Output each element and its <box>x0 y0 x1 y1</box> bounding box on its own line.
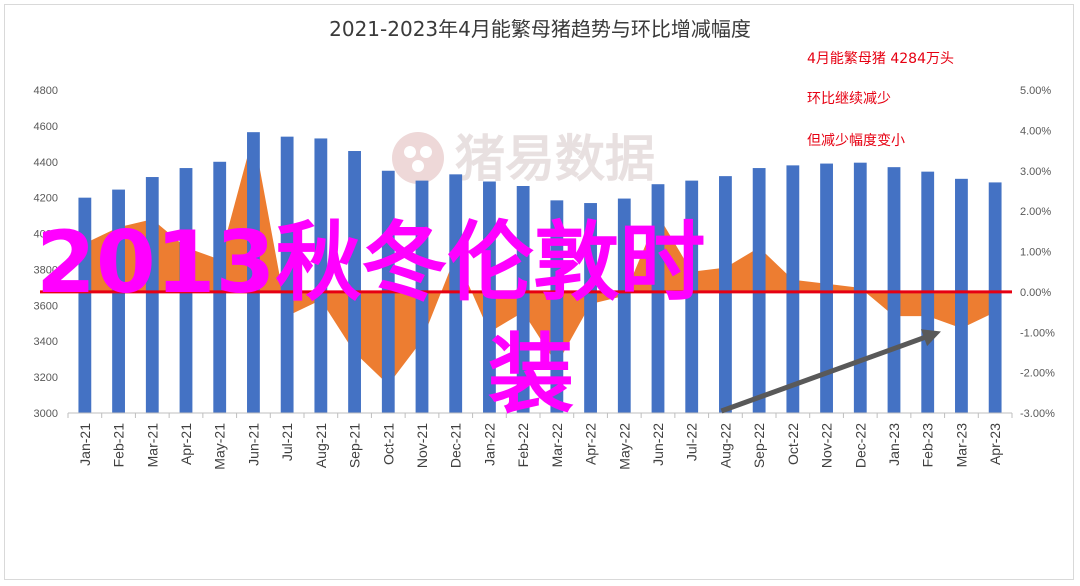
x-tick-label: Mar-23 <box>953 423 969 468</box>
y-right-tick-label: 4.00% <box>1020 125 1051 137</box>
bar <box>516 186 530 413</box>
bar <box>314 138 328 413</box>
bar <box>449 174 463 413</box>
watermark-logo-dot <box>404 146 416 158</box>
overlay-text-line1: 2013秋冬伦敦时 <box>36 213 705 313</box>
x-tick-label: Apr-23 <box>987 423 1003 465</box>
x-tick-label: Jan-23 <box>886 423 902 466</box>
trend-arrow-head <box>920 329 941 347</box>
bar <box>112 189 125 413</box>
x-tick-label: Sep-22 <box>751 423 767 468</box>
bar <box>988 182 1002 413</box>
bar <box>78 197 92 413</box>
x-tick-label: Feb-22 <box>515 423 531 468</box>
y-right-tick-label: 1.00% <box>1020 247 1051 259</box>
x-tick-label: Jun-22 <box>650 423 666 466</box>
chart-title: 2021-2023年4月能繁母猪趋势与环比增减幅度 <box>329 17 751 41</box>
bar <box>955 178 968 413</box>
chart-frame <box>4 4 1074 580</box>
x-tick-label: Mar-21 <box>144 423 160 468</box>
x-tick-label: Nov-21 <box>414 423 430 468</box>
bar <box>887 167 901 413</box>
x-tick-label: Jan-22 <box>481 423 497 466</box>
y-right-tick-label: -3.00% <box>1020 408 1055 420</box>
watermark: 猪易数据 <box>392 130 655 188</box>
x-tick-label: May-22 <box>616 423 632 470</box>
x-tick-label: Jul-22 <box>684 423 700 461</box>
x-tick-label: Sep-21 <box>347 423 363 468</box>
y-left-tick-label: 4400 <box>34 157 58 169</box>
bar <box>348 151 361 413</box>
annotation-3: 但减少幅度变小 <box>807 133 905 149</box>
x-tick-label: Oct-21 <box>380 423 396 465</box>
x-tick-label: Apr-22 <box>583 423 599 465</box>
y-left-tick-label: 4000 <box>34 229 58 241</box>
y-left-tick-label: 3200 <box>34 372 58 384</box>
trend-arrow-line <box>720 331 935 414</box>
x-tick-label: May-21 <box>212 423 228 470</box>
x-tick-label: Aug-21 <box>313 423 329 468</box>
watermark-logo-dot <box>420 146 432 158</box>
bar <box>280 136 294 413</box>
bar <box>145 177 159 413</box>
y-left-tick-label: 3400 <box>34 336 58 348</box>
bar <box>550 200 564 413</box>
x-tick-label: Mar-22 <box>549 423 565 468</box>
x-tick-label: Dec-22 <box>852 423 868 468</box>
annotation-2: 环比继续减少 <box>807 90 891 107</box>
y-left-tick-label: 3000 <box>34 408 58 420</box>
bar <box>685 180 699 413</box>
x-tick-label: Jan-21 <box>77 423 93 466</box>
watermark-logo-dot <box>412 160 424 172</box>
watermark-logo-icon <box>392 132 444 184</box>
y-left-tick-label: 3800 <box>34 264 58 276</box>
bar <box>584 203 597 413</box>
watermark-text: 猪易数据 <box>455 130 655 188</box>
x-tick-label: Aug-22 <box>717 423 733 468</box>
y-left-tick-label: 4800 <box>34 85 58 97</box>
bar <box>483 181 496 413</box>
bar <box>651 184 665 413</box>
y-left-tick-label: 4200 <box>34 193 58 205</box>
x-tick-label: Jul-21 <box>279 423 295 461</box>
annotation-1: 4月能繁母猪 4284万头 <box>807 51 954 67</box>
bar <box>617 198 631 413</box>
area-series <box>84 134 996 385</box>
x-tick-label: Feb-23 <box>920 423 936 468</box>
overlay-text-line2: 装 <box>488 325 574 425</box>
y-right-tick-label: -1.00% <box>1020 327 1055 339</box>
y-left-tick-label: 4600 <box>34 121 58 133</box>
y-left-tick-label: 3600 <box>34 300 58 312</box>
x-tick-label: Oct-22 <box>785 423 801 465</box>
x-tick-label: Dec-21 <box>448 423 464 468</box>
bar <box>415 180 429 413</box>
bar <box>820 163 833 413</box>
y-right-tick-label: 0.00% <box>1020 287 1051 299</box>
x-tick-label: Nov-22 <box>819 423 835 468</box>
y-right-tick-label: 3.00% <box>1020 166 1051 178</box>
bar <box>247 132 260 414</box>
bar <box>853 162 867 413</box>
x-tick-label: Jun-21 <box>245 423 261 466</box>
bar <box>719 176 732 413</box>
x-tick-label: Feb-21 <box>111 423 127 468</box>
bar <box>786 165 800 413</box>
x-tick-label: Apr-21 <box>178 423 194 465</box>
y-right-tick-label: -2.00% <box>1020 368 1055 380</box>
y-right-tick-label: 2.00% <box>1020 206 1051 218</box>
y-right-tick-label: 5.00% <box>1020 85 1051 97</box>
bar <box>213 161 227 413</box>
